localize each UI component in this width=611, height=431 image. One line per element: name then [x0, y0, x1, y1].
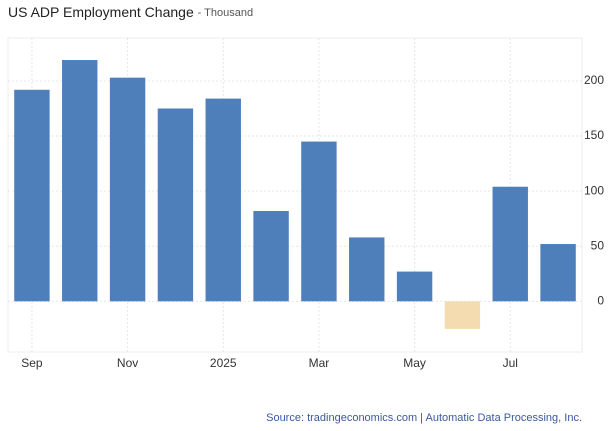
x-tick-label: May: [403, 356, 426, 370]
bar: [301, 141, 337, 302]
bar: [62, 60, 98, 302]
bar: [109, 77, 146, 302]
y-tick-label: 150: [584, 128, 604, 142]
y-tick-label: 0: [597, 293, 604, 307]
bar: [444, 301, 481, 329]
bar: [205, 98, 241, 302]
bar: [14, 89, 50, 302]
y-tick-label: 50: [591, 238, 605, 252]
bar: [396, 271, 433, 302]
subtitle: - Thousand: [198, 7, 253, 19]
bar: [540, 244, 576, 302]
x-tick-label: Sep: [21, 356, 43, 370]
bar: [157, 108, 194, 302]
y-tick-label: 100: [584, 183, 604, 197]
chart-title: US ADP Employment Change - Thousand: [8, 4, 253, 20]
title: US ADP Employment Change: [8, 4, 194, 20]
x-tick-label: Jul: [503, 356, 518, 370]
x-tick-label: Nov: [117, 356, 138, 370]
plot-area: [7, 37, 583, 353]
y-tick-label: 200: [584, 73, 604, 87]
bar: [253, 210, 289, 302]
bar: [349, 237, 385, 302]
x-tick-label: Mar: [309, 356, 330, 370]
x-tick-label: 2025: [210, 356, 237, 370]
bar: [492, 186, 528, 302]
source: Source: tradingeconomics.com | Automatic…: [266, 412, 582, 424]
